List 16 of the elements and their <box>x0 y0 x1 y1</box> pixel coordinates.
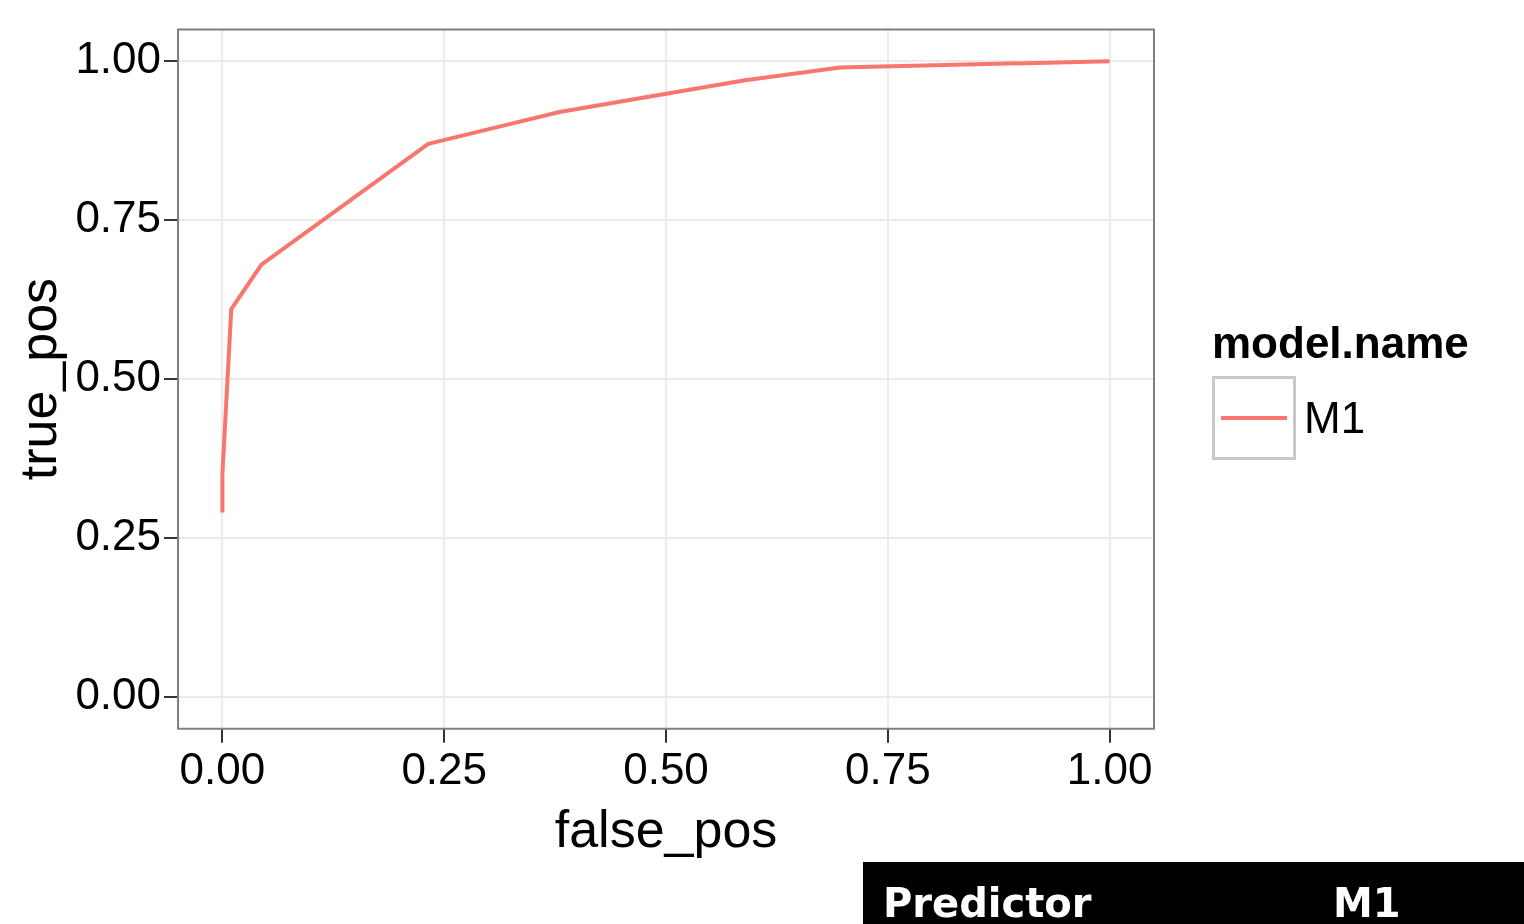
y-tick-label: 0.25 <box>75 510 162 560</box>
legend-title: model.name <box>1212 318 1469 368</box>
y-axis-title: true_pos <box>8 277 67 481</box>
x-tick-label: 0.75 <box>845 744 931 794</box>
y-tick-label: 0.75 <box>75 192 162 242</box>
y-tick-label: 0.00 <box>75 669 162 719</box>
x-tick-label: 1.00 <box>1066 744 1153 794</box>
text: Predictor <box>883 880 1092 924</box>
x-axis-title: false_pos <box>554 800 778 859</box>
x-tick-label: 0.50 <box>623 744 709 794</box>
y-tick-label: 0.50 <box>75 351 162 401</box>
legend-label: M1 <box>1304 393 1366 443</box>
x-tick-label: 0.25 <box>401 744 488 794</box>
y-tick-label: 1.00 <box>75 33 162 83</box>
x-tick-label: 0.00 <box>179 744 266 794</box>
text: M1 <box>1333 880 1401 924</box>
